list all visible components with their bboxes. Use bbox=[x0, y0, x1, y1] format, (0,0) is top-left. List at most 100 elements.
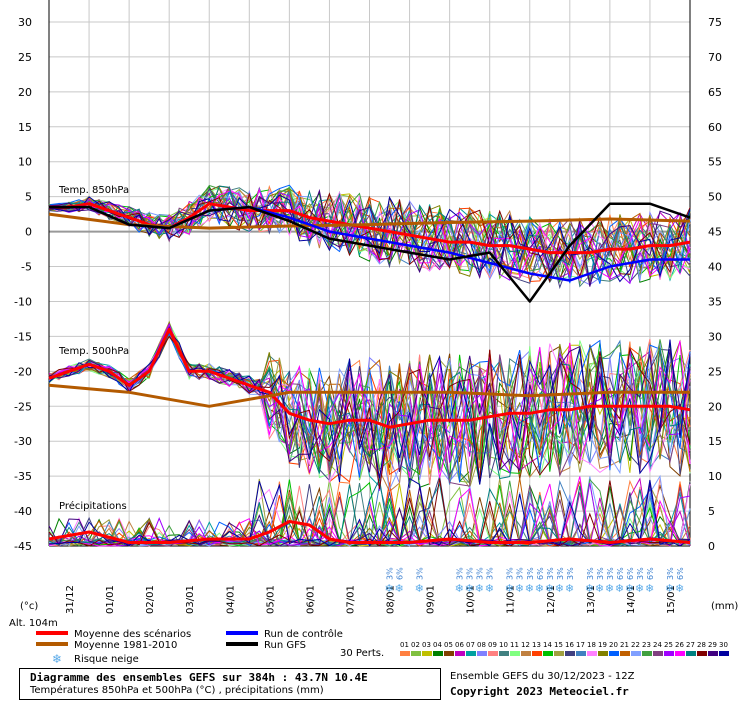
pert-id: 21 bbox=[620, 641, 629, 649]
snow-marker: 3% ❄ bbox=[525, 567, 535, 595]
pert-id: 28 bbox=[697, 641, 706, 649]
snowflake-icon: ❄ bbox=[515, 582, 524, 595]
right-tick-label: 5 bbox=[708, 505, 715, 518]
snow-marker: 3% ❄ bbox=[505, 567, 515, 595]
left-tick-label: 30 bbox=[18, 16, 32, 29]
pert-swatch bbox=[631, 651, 641, 656]
snowflake-icon: ❄ bbox=[455, 582, 464, 595]
snow-marker: 3% ❄ bbox=[555, 567, 565, 595]
snowflake-icon: ❄ bbox=[665, 582, 674, 595]
left-axis-ticks: 30 25 20 15 10 5 0 -5 -10 -15 -20 -25 -30 -35 -40 -45 bbox=[14, 16, 32, 553]
pert-swatch bbox=[719, 651, 729, 656]
snow-percent: 3% bbox=[386, 567, 395, 580]
pert-swatch bbox=[477, 651, 487, 656]
right-tick-label: 70 bbox=[708, 51, 722, 64]
series-line-500hPa bbox=[48, 327, 691, 429]
diagram-subtitle: Températures 850hPa et 500hPa (°C) , pré… bbox=[30, 685, 324, 696]
right-tick-label: 50 bbox=[708, 191, 722, 204]
pert-id: 02 bbox=[411, 641, 420, 649]
diagram-title: Diagramme des ensembles GEFS sur 384h : … bbox=[30, 671, 368, 684]
pert-swatch bbox=[686, 651, 696, 656]
date-tick-label: 15/01 bbox=[666, 585, 677, 614]
date-tick-label: 04/01 bbox=[225, 585, 236, 614]
pert-id: 24 bbox=[653, 641, 662, 649]
right-unit: (mm) bbox=[711, 601, 738, 612]
snow-percent: 3% bbox=[476, 567, 485, 580]
run-info: Ensemble GEFS du 30/12/2023 - 12Z bbox=[450, 671, 635, 682]
right-tick-label: 45 bbox=[708, 226, 722, 239]
right-tick-label: 55 bbox=[708, 156, 722, 169]
snow-marker: 3% ❄ bbox=[465, 567, 475, 595]
snowflake-icon: ❄ bbox=[505, 582, 514, 595]
pert-swatch bbox=[543, 651, 553, 656]
snow-marker: 3% ❄ bbox=[585, 567, 595, 595]
snow-percent: 6% bbox=[616, 567, 625, 580]
snow-percent: 6% bbox=[626, 567, 635, 580]
snowflake-icon: ❄ bbox=[605, 582, 614, 595]
pert-swatch bbox=[488, 651, 498, 656]
pert-id: 18 bbox=[587, 641, 596, 649]
snow-marker: 3% ❄ bbox=[415, 567, 425, 595]
date-tick-label: 06/01 bbox=[305, 585, 316, 614]
date-tick-label: 03/01 bbox=[185, 585, 196, 614]
pert-swatch bbox=[697, 651, 707, 656]
snowflake-icon: ❄ bbox=[565, 582, 574, 595]
date-tick-label: 31/12 bbox=[65, 585, 76, 614]
footer-title-box: Diagramme des ensembles GEFS sur 384h : … bbox=[19, 668, 441, 700]
snow-marker: 3% ❄ bbox=[385, 567, 395, 595]
left-tick-label: -10 bbox=[14, 295, 32, 308]
pert-id: 29 bbox=[708, 641, 717, 649]
snow-percent: 3% bbox=[666, 567, 675, 580]
left-tick-label: 20 bbox=[18, 86, 32, 99]
snowflake-icon: ❄ bbox=[635, 582, 644, 595]
snow-percent: 3% bbox=[596, 567, 605, 580]
pert-id: 10 bbox=[499, 641, 508, 649]
date-tick-label: 09/01 bbox=[426, 585, 437, 614]
right-tick-label: 0 bbox=[708, 540, 715, 553]
right-tick-label: 25 bbox=[708, 365, 722, 378]
left-tick-label: -20 bbox=[14, 365, 32, 378]
snow-percent: 3% bbox=[486, 567, 495, 580]
pert-swatch bbox=[675, 651, 685, 656]
pert-id: 16 bbox=[565, 641, 574, 649]
pert-id: 03 bbox=[422, 641, 431, 649]
snow-marker: 6% ❄ bbox=[625, 567, 635, 595]
member-line-850 bbox=[48, 192, 691, 285]
right-tick-label: 35 bbox=[708, 295, 722, 308]
right-tick-label: 10 bbox=[708, 470, 722, 483]
pert-swatch bbox=[499, 651, 509, 656]
member-line-850 bbox=[48, 185, 691, 285]
pert-swatch bbox=[708, 651, 718, 656]
pert-id: 12 bbox=[521, 641, 530, 649]
snowflake-icon: ❄ bbox=[485, 582, 494, 595]
right-tick-label: 75 bbox=[708, 16, 722, 29]
label-precip: Précipitations bbox=[59, 500, 127, 512]
series-line-precip bbox=[48, 520, 691, 544]
snowflake-icon: ❄ bbox=[415, 582, 424, 595]
pert-swatch bbox=[433, 651, 443, 656]
snowflake-icon: ❄ bbox=[52, 652, 62, 666]
right-tick-label: 30 bbox=[708, 330, 722, 343]
pert-swatch bbox=[521, 651, 531, 656]
snow-marker: 3% ❄ bbox=[485, 567, 495, 595]
date-tick-label: 02/01 bbox=[145, 585, 156, 614]
member-line-precip bbox=[48, 477, 691, 547]
snow-marker: 3% ❄ bbox=[605, 567, 615, 595]
snowflake-icon: ❄ bbox=[535, 582, 544, 595]
pert-swatch bbox=[642, 651, 652, 656]
left-tick-label: -35 bbox=[14, 470, 32, 483]
snow-percent: 3% bbox=[606, 567, 615, 580]
pert-swatch bbox=[620, 651, 630, 656]
pert-swatch bbox=[565, 651, 575, 656]
left-tick-label: 0 bbox=[25, 226, 32, 239]
snow-percent: 6% bbox=[676, 567, 685, 580]
altitude-label: Alt. 104m bbox=[9, 618, 58, 629]
snow-marker: 3% ❄ bbox=[635, 567, 645, 595]
snow-marker: 3% ❄ bbox=[545, 567, 555, 595]
pert-id: 17 bbox=[576, 641, 585, 649]
pert-swatch bbox=[532, 651, 542, 656]
snowflake-icon: ❄ bbox=[585, 582, 594, 595]
snowflake-icon: ❄ bbox=[465, 582, 474, 595]
